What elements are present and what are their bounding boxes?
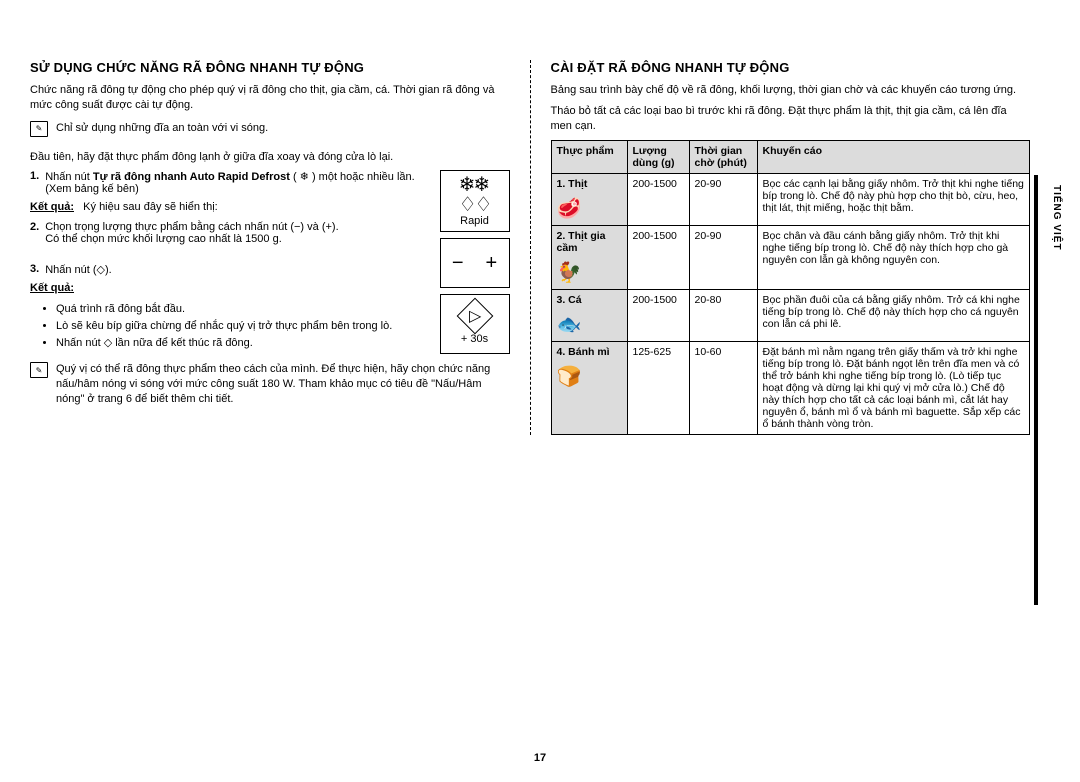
step-number: 2. xyxy=(30,221,39,233)
left-intro: Chức năng rã đông tự động cho phép quý v… xyxy=(30,83,510,113)
minus-icon: − xyxy=(452,252,464,275)
cell-weight: 200-1500 xyxy=(627,289,689,341)
table-row: 2. Thịt gia cầm 🐓 200-1500 20-90 Bọc chân… xyxy=(551,225,1030,289)
result-label: Kết quả: xyxy=(30,201,74,213)
step1-bold: Tự rã đông nhanh Auto Rapid Defrost xyxy=(93,171,290,183)
cell-rec: Bọc phần đuôi của cá bằng giấy nhôm. Trở… xyxy=(757,289,1030,341)
note-icon: ✎ xyxy=(30,362,48,378)
diamond-start-icon: ▷ xyxy=(456,298,493,335)
th-time: Thời gian chờ (phút) xyxy=(689,140,757,173)
cell-rec: Đặt bánh mì nằm ngang trên giấy thấm và … xyxy=(757,341,1030,434)
food-name: 2. Thịt gia cầm xyxy=(557,230,606,254)
snowflake-drops-icon: ❄❄♢♢ xyxy=(459,175,491,215)
step3-text: Nhấn nút (◇). xyxy=(45,263,112,276)
bread-icon: 🍞 xyxy=(557,364,622,389)
rapid-label: Rapid xyxy=(460,215,489,227)
cell-rec: Bọc chân và đầu cánh bằng giấy nhôm. Trở… xyxy=(757,225,1030,289)
cell-time: 10-60 xyxy=(689,341,757,434)
start-icon-box: ▷ + 30s xyxy=(440,294,510,354)
table-row: 1. Thịt 🥩 200-1500 20-90 Bọc các cạnh lại… xyxy=(551,173,1030,225)
right-intro1: Bảng sau trình bày chế độ về rã đông, kh… xyxy=(551,83,1031,98)
left-note2: Quý vị có thể rã đông thực phẩm theo các… xyxy=(56,362,510,407)
cell-weight: 200-1500 xyxy=(627,225,689,289)
table-row: 4. Bánh mì 🍞 125-625 10-60 Đặt bánh mì nằ… xyxy=(551,341,1030,434)
step2-text: Chọn trọng lượng thực phẩm bằng cách nhấ… xyxy=(45,221,338,245)
column-separator xyxy=(530,60,531,435)
th-rec: Khuyến cáo xyxy=(757,140,1030,173)
step-number: 1. xyxy=(30,170,39,182)
right-heading: CÀI ĐẶT RÃ ĐÔNG NHANH TỰ ĐỘNG xyxy=(551,60,1031,75)
rapid-icon-box: ❄❄♢♢ Rapid xyxy=(440,170,510,232)
fish-icon: 🐟 xyxy=(557,312,622,337)
table-header-row: Thực phẩm Lượng dùng (g) Thời gian chờ (… xyxy=(551,140,1030,173)
cell-time: 20-80 xyxy=(689,289,757,341)
right-intro2: Tháo bỏ tất cả các loại bao bì trước khi… xyxy=(551,104,1031,134)
step1-text: Nhấn nút Tự rã đông nhanh Auto Rapid Def… xyxy=(45,170,429,195)
th-weight: Lượng dùng (g) xyxy=(627,140,689,173)
defrost-table: Thực phẩm Lượng dùng (g) Thời gian chờ (… xyxy=(551,140,1031,435)
page-number: 17 xyxy=(534,752,546,764)
food-name: 4. Bánh mì xyxy=(557,346,610,358)
language-tab: TIẾNG VIỆT xyxy=(1051,185,1062,251)
side-tab-bar xyxy=(1034,175,1038,605)
plus-minus-box: − + xyxy=(440,238,510,288)
table-row: 3. Cá 🐟 200-1500 20-80 Bọc phần đuôi của … xyxy=(551,289,1030,341)
note-icon: ✎ xyxy=(30,121,48,137)
cell-time: 20-90 xyxy=(689,173,757,225)
start-label: + 30s xyxy=(461,333,488,345)
food-name: 3. Cá xyxy=(557,294,582,306)
step1-pre: Nhấn nút xyxy=(45,171,93,183)
step2a: Chọn trọng lượng thực phẩm bằng cách nhấ… xyxy=(45,221,338,233)
poultry-icon: 🐓 xyxy=(557,260,622,285)
cell-time: 20-90 xyxy=(689,225,757,289)
cell-rec: Bọc các cạnh lại bằng giấy nhôm. Trở thị… xyxy=(757,173,1030,225)
left-prestep: Đầu tiên, hãy đặt thực phẩm đông lạnh ở … xyxy=(30,150,510,165)
left-heading: SỬ DỤNG CHỨC NĂNG RÃ ĐÔNG NHANH TỰ ĐỘNG xyxy=(30,60,510,75)
food-name: 1. Thịt xyxy=(557,178,588,190)
step-number: 3. xyxy=(30,263,39,275)
plus-icon: + xyxy=(486,252,498,275)
meat-icon: 🥩 xyxy=(557,196,622,221)
cell-weight: 125-625 xyxy=(627,341,689,434)
step2b: Có thể chọn mức khối lượng cao nhất là 1… xyxy=(45,233,282,245)
left-note1: Chỉ sử dụng những đĩa an toàn với vi són… xyxy=(56,121,268,136)
result1-text: Ký hiệu sau đây sẽ hiển thị: xyxy=(83,201,218,213)
result-label: Kết quả: xyxy=(30,282,74,294)
th-food: Thực phẩm xyxy=(551,140,627,173)
result3-list: Quá trình rã đông bắt đầu. Lò sẽ kêu bíp… xyxy=(30,302,510,351)
cell-weight: 200-1500 xyxy=(627,173,689,225)
